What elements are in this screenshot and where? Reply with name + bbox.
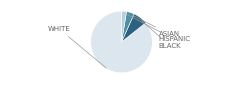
Text: HISPANIC: HISPANIC	[126, 14, 191, 42]
Text: WHITE: WHITE	[48, 26, 106, 68]
Text: ASIAN: ASIAN	[132, 15, 180, 37]
Wedge shape	[121, 12, 134, 42]
Wedge shape	[121, 11, 126, 42]
Wedge shape	[91, 11, 152, 73]
Wedge shape	[121, 14, 146, 42]
Text: BLACK: BLACK	[142, 21, 181, 49]
